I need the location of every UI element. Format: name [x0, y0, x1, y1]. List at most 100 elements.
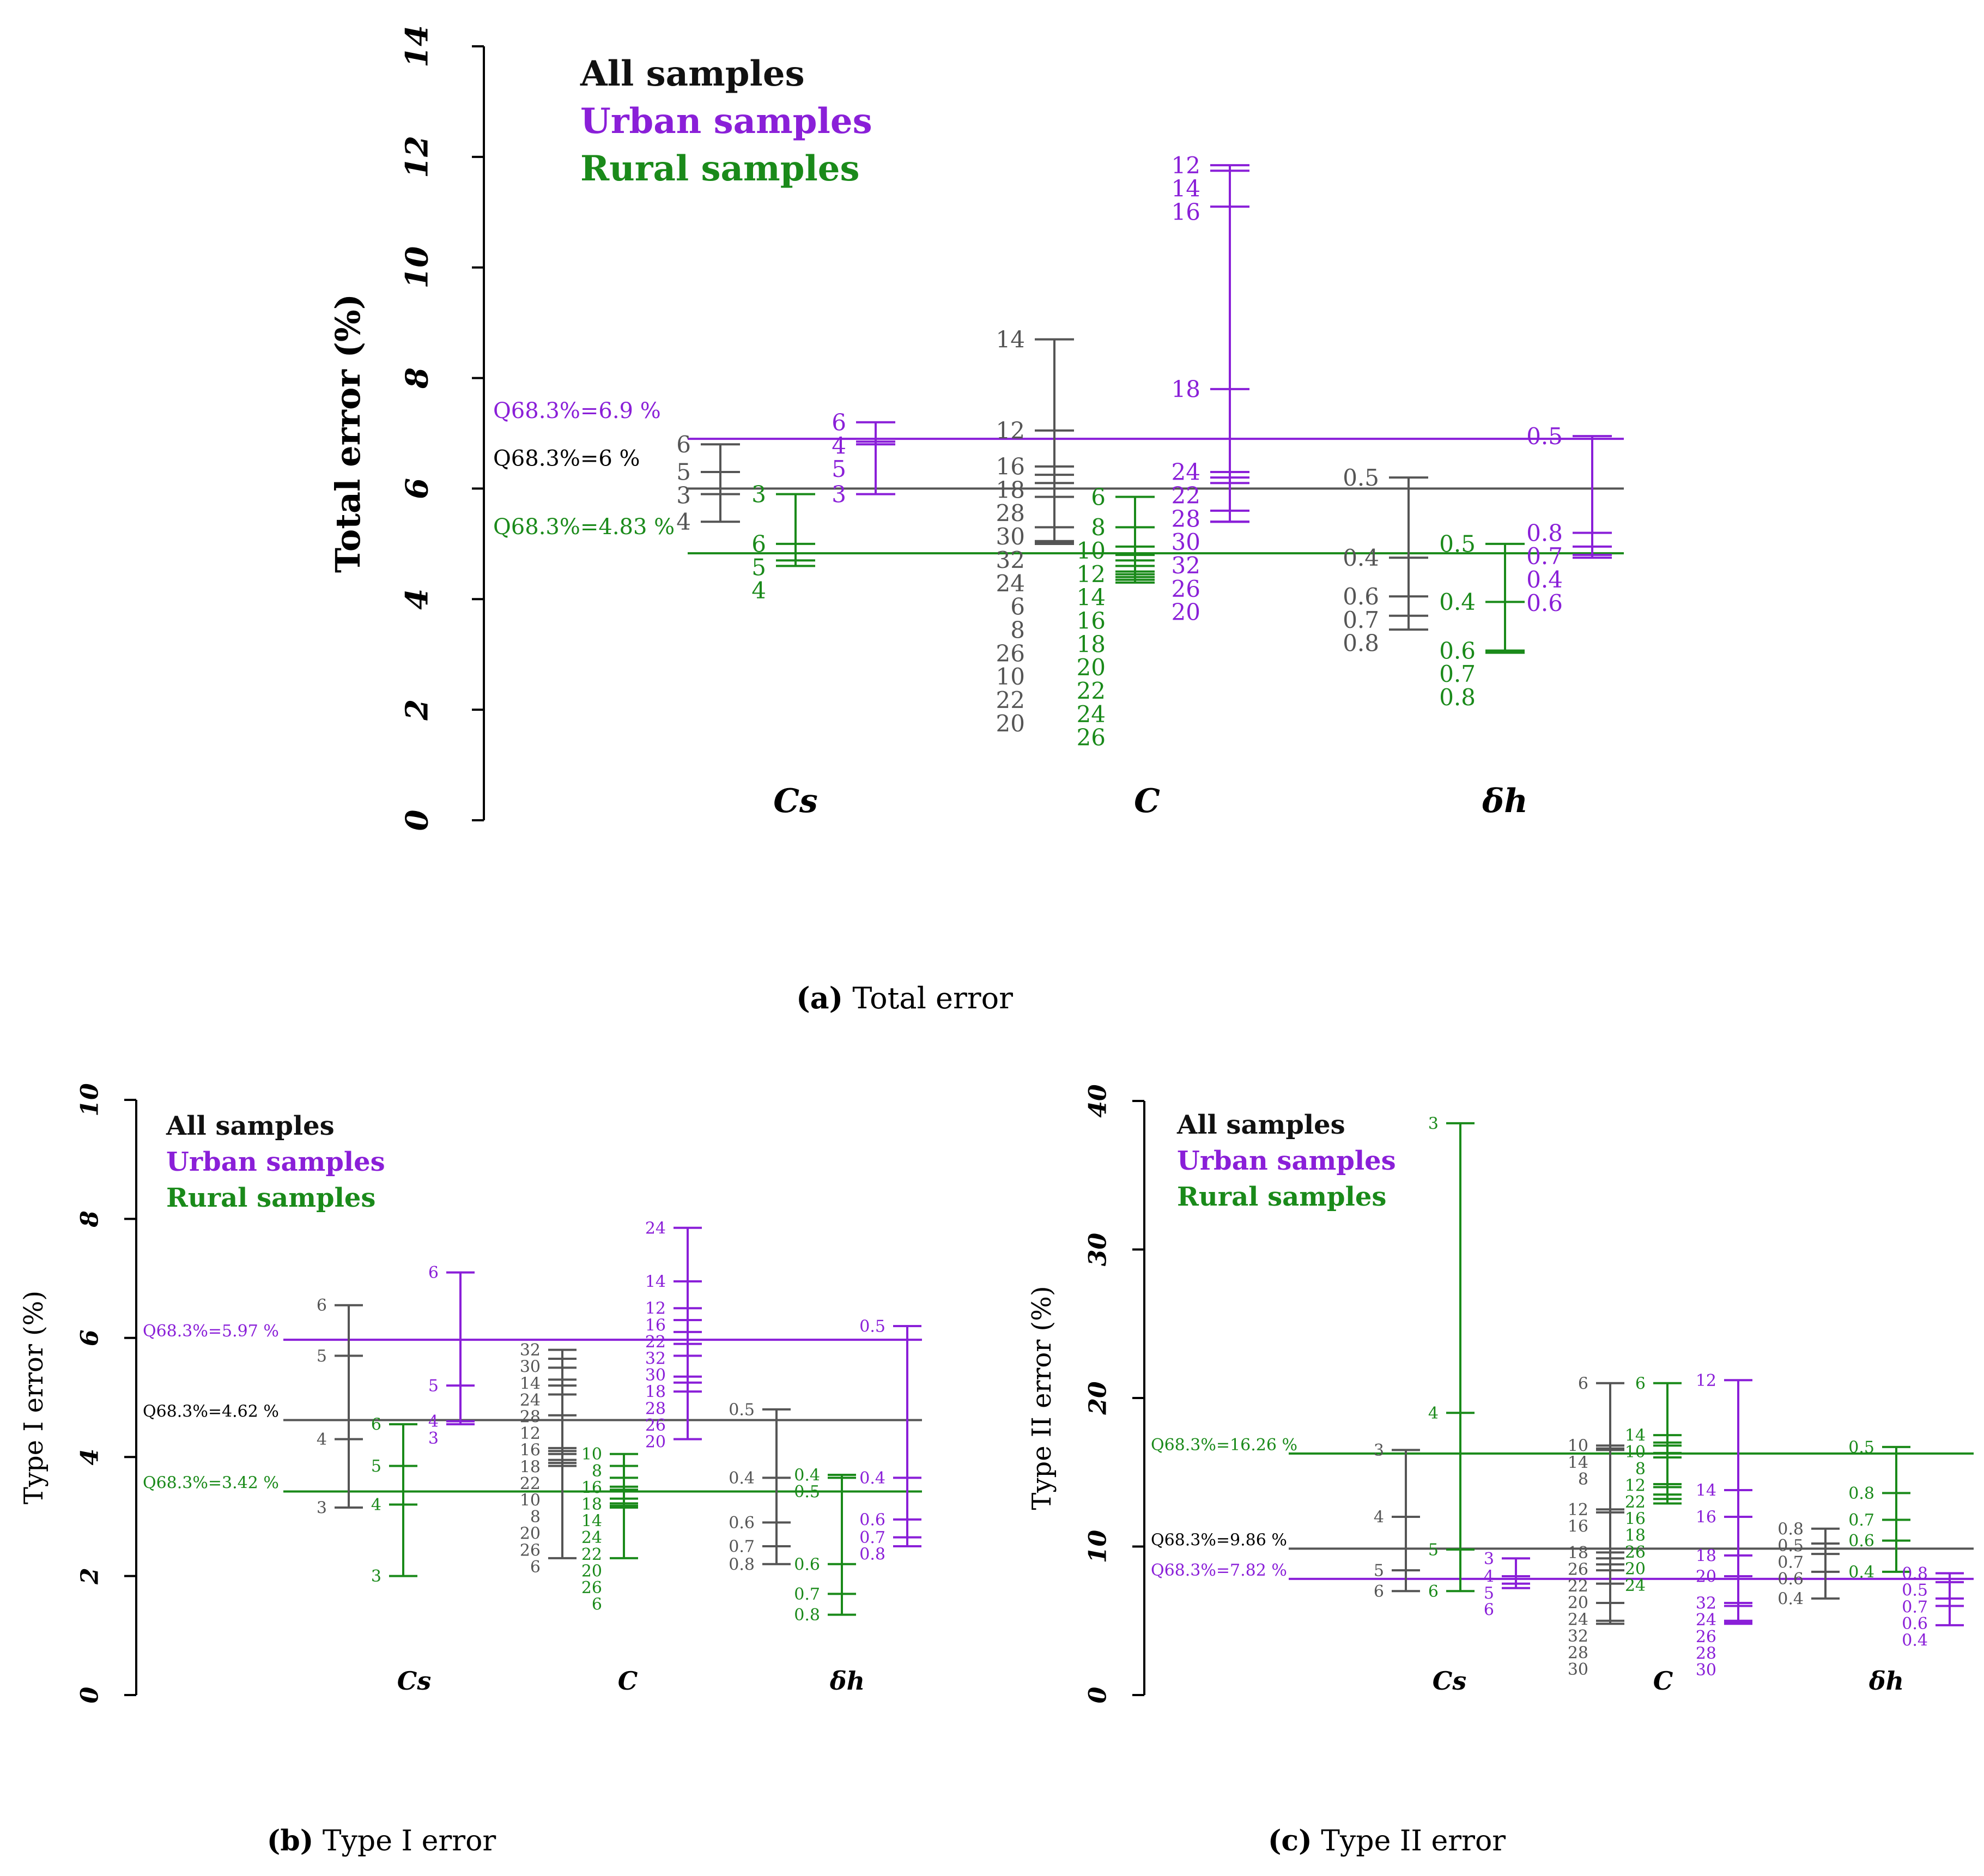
errorbar-tick-label: 4	[676, 509, 691, 535]
errorbar-tick-label: 22	[1077, 677, 1106, 704]
errorbar-tick-label: 0.6	[1526, 590, 1563, 616]
errorbar-tick-label: 20	[1625, 1559, 1646, 1578]
panel-caption: (a) Total error	[796, 981, 1013, 1015]
errorbar-tick-label: 20	[520, 1524, 541, 1544]
errorbar-tick-label: 0.4	[1848, 1563, 1874, 1582]
errorbar-tick-label: 3	[428, 1429, 439, 1448]
caption-letter: (c)	[1268, 1824, 1312, 1857]
y-tick-label: 14	[399, 25, 435, 68]
errorbar-tick-label: 20	[1696, 1568, 1716, 1587]
errorbar-tick-label: 10	[581, 1445, 602, 1464]
errorbar-tick-label: 3	[676, 482, 691, 509]
errorbar-tick-label: 0.7	[1902, 1597, 1928, 1617]
errorbar-tick-label: 20	[1172, 599, 1200, 626]
group-label-0: Cs	[397, 1666, 432, 1696]
legend-entry-2: Rural samples	[580, 148, 860, 189]
y-tick-label: 6	[76, 1329, 104, 1346]
errorbar-tick-label: 22	[1172, 482, 1200, 509]
errorbar-tick-label: 6	[676, 431, 691, 458]
errorbar-tick-label: 24	[1077, 701, 1106, 728]
y-tick-label: 4	[76, 1449, 104, 1466]
errorbar-tick-label: 16	[520, 1441, 541, 1460]
legend-entry-0: All samples	[1176, 1110, 1345, 1140]
group-label-2: δh	[829, 1666, 865, 1696]
legend-entry-1: Urban samples	[166, 1147, 385, 1177]
errorbar-tick-label: 4	[317, 1430, 327, 1449]
errorbar-tick-label: 4	[832, 432, 846, 459]
y-axis-title: Type I error (%)	[19, 1291, 49, 1504]
group-label-1: C	[618, 1666, 638, 1696]
errorbar-tick-label: 6	[1428, 1582, 1439, 1601]
y-tick-label: 4	[399, 589, 435, 610]
errorbar-tick-label: 0.8	[1902, 1564, 1928, 1583]
errorbar-tick-label: 0.5	[1439, 531, 1476, 558]
errorbar-tick-label: 6	[751, 531, 766, 558]
errorbar-tick-label: 18	[1625, 1526, 1646, 1545]
errorbar-tick-label: 0.5	[729, 1400, 755, 1419]
errorbar-tick-label: 12	[996, 417, 1025, 444]
errorbar-tick-label: 10	[520, 1491, 541, 1510]
errorbar-tick-label: 16	[581, 1478, 602, 1497]
errorbar-tick-label: 20	[996, 710, 1025, 737]
y-tick-label: 30	[1084, 1233, 1112, 1267]
errorbar-tick-label: 0.8	[1343, 630, 1379, 657]
y-tick-label: 10	[399, 246, 435, 289]
errorbar-tick-label: 14	[645, 1273, 666, 1292]
reference-label-rural: Q68.3%=3.42 %	[143, 1474, 279, 1493]
errorbar-tick-label: 22	[996, 687, 1025, 713]
reference-label-all: Q68.3%=6 %	[493, 446, 640, 471]
group-label-0: Cs	[773, 782, 818, 820]
errorbar-tick-label: 30	[996, 523, 1025, 550]
reference-label-all: Q68.3%=9.86 %	[1151, 1530, 1287, 1550]
errorbar-tick-label: 18	[1568, 1544, 1588, 1563]
errorbar-tick-label: 3	[1374, 1441, 1384, 1460]
legend-entry-1: Urban samples	[1177, 1146, 1396, 1176]
errorbar-tick-label: 24	[645, 1219, 666, 1238]
errorbar-tick-label: 18	[645, 1383, 666, 1402]
errorbar-tick-label: 0.4	[729, 1469, 755, 1488]
errorbar-δh-all: 0.5 0.4 0.6 0.70.8	[729, 1400, 791, 1574]
group-label-2: δh	[1868, 1666, 1904, 1696]
errorbar-tick-label: 28	[1172, 505, 1200, 532]
errorbar-tick-label: 0.7	[729, 1538, 755, 1557]
reference-label-all: Q68.3%=4.62 %	[143, 1402, 279, 1421]
errorbar-δh-rural: 0.40.5 0.6 0.7 0.8	[794, 1466, 856, 1625]
errorbar-tick-label: 0.6	[1343, 583, 1379, 610]
errorbar-tick-label: 0.7	[1848, 1511, 1874, 1530]
y-tick-label: 0	[399, 809, 435, 831]
errorbar-tick-label: 0.4	[859, 1469, 885, 1488]
errorbar-tick-label: 0.8	[1848, 1484, 1874, 1503]
errorbar-tick-label: 20	[1077, 654, 1106, 681]
errorbar-tick-label: 26	[645, 1416, 666, 1435]
panel-caption: (c) Type II error	[1268, 1824, 1506, 1857]
reference-label-urban: Q68.3%=6.9 %	[493, 398, 661, 423]
errorbar-tick-label: 20	[581, 1562, 602, 1581]
errorbar-tick-label: 0.8	[859, 1545, 885, 1564]
errorbar-tick-label: 26	[581, 1578, 602, 1597]
caption-text: Type II error	[1312, 1825, 1506, 1857]
errorbar-tick-label: 0.5	[1343, 464, 1379, 491]
errorbar-tick-label: 5	[832, 456, 846, 482]
errorbar-tick-label: 6	[592, 1595, 602, 1614]
errorbar-tick-label: 12	[1568, 1500, 1588, 1520]
errorbar-tick-label: 5	[371, 1457, 381, 1476]
errorbar-tick-label: 14	[996, 326, 1025, 353]
errorbar-tick-label: 8	[1010, 616, 1025, 643]
y-tick-label: 6	[399, 478, 435, 499]
errorbar-tick-label: 0.6	[1777, 1570, 1804, 1589]
errorbar-tick-label: 12	[1696, 1371, 1716, 1390]
errorbar-Cs-rural: 3 654	[751, 481, 815, 604]
errorbar-tick-label: 26	[996, 640, 1025, 667]
errorbar-tick-label: 30	[645, 1366, 666, 1385]
errorbar-tick-label: 5	[428, 1377, 439, 1396]
errorbar-tick-label: 22	[581, 1545, 602, 1564]
